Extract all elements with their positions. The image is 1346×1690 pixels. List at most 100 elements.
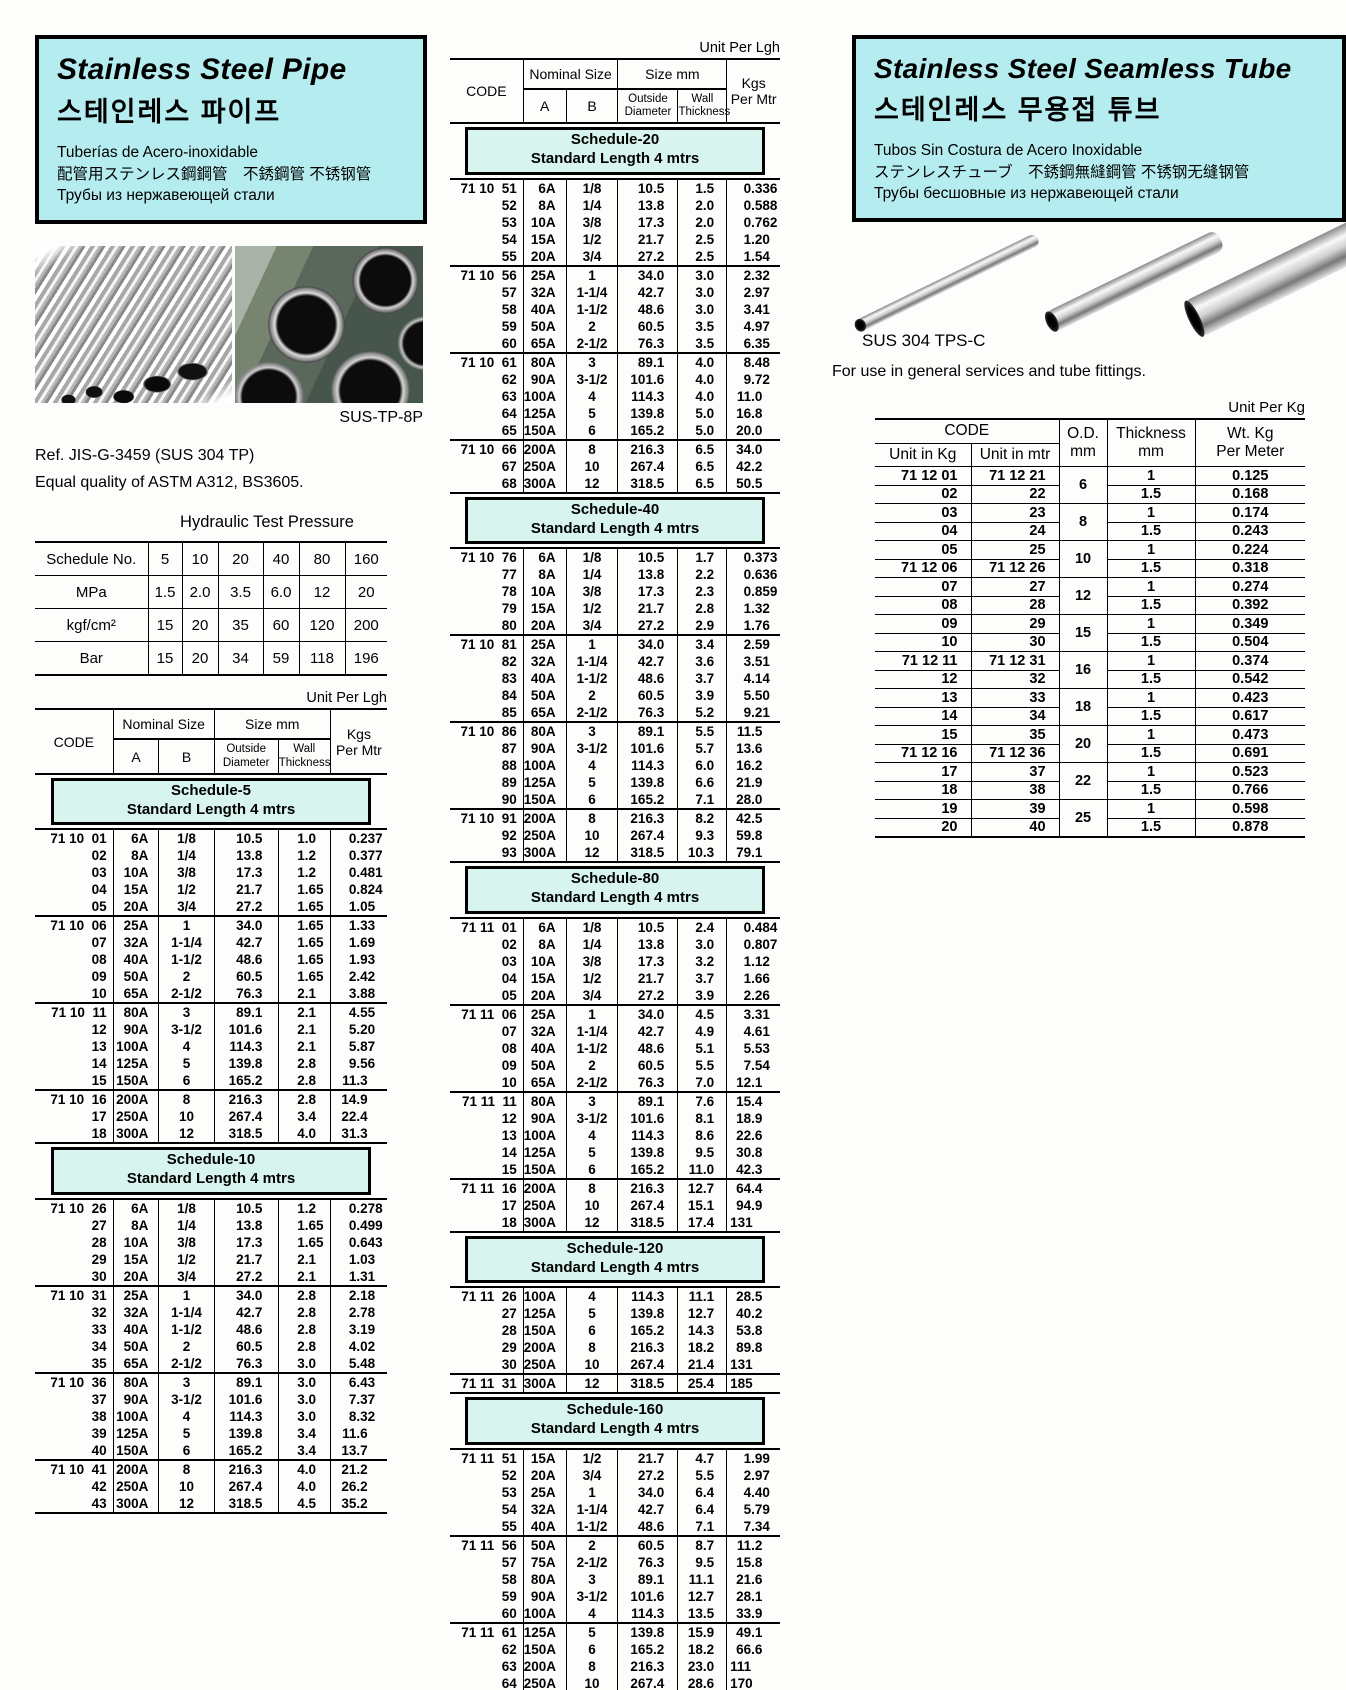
pipe-wall-thickness: 3.5 xyxy=(677,334,727,353)
pipe-code: 83 xyxy=(501,671,517,687)
pipe-outside-diameter: 27.2 xyxy=(213,898,279,917)
pipe-nominal-a: 150A xyxy=(522,791,567,810)
unit-label-left: Unit Per Lgh xyxy=(306,690,387,707)
tube-weight-value: 0.423 xyxy=(1194,688,1306,708)
tube-weight-value: 0.374 xyxy=(1194,651,1306,671)
pipe-nominal-a: 100A xyxy=(522,757,567,775)
pipe-code: 30 xyxy=(91,1268,107,1284)
pipe-kgs-per-mtr: 15.4 xyxy=(726,1090,780,1110)
pipe-kgs-per-mtr: 5.20 xyxy=(329,1021,387,1039)
pipe-code: 71 10 51 xyxy=(450,177,524,197)
pipe-header-size: Size mm xyxy=(213,709,331,741)
pipe-row: 59 90A 3-1/2 101.6 12.7 28.1 xyxy=(450,1587,780,1605)
pipe-code: 71 10 91 xyxy=(450,808,524,828)
pipe-outside-diameter: 34.0 xyxy=(213,915,279,935)
pipe-kgs-per-mtr: 20.0 xyxy=(726,421,780,440)
pipe-nominal-a: 250A xyxy=(522,827,567,845)
pressure-value: 118 xyxy=(298,641,345,676)
pipe-code: 08 xyxy=(501,1040,517,1056)
pipe-nominal-b: 1/8 xyxy=(158,828,215,848)
pipe-code: 53 xyxy=(501,214,517,230)
pipe-nominal-b: 1/2 xyxy=(158,881,215,899)
tube-code-kg: 71 12 11 xyxy=(875,651,971,671)
pipe-wall-thickness: 6.4 xyxy=(677,1483,727,1501)
pipe-code: 02 xyxy=(91,848,107,864)
pipe-nominal-b: 2 xyxy=(565,687,618,705)
pipe-nominal-a: 6A xyxy=(112,828,159,848)
pipe-nominal-b: 8 xyxy=(565,808,618,828)
pipe-kgs-per-mtr: 1.12 xyxy=(726,952,780,970)
pipe-wall-thickness: 21.4 xyxy=(677,1356,727,1375)
pipe-kgs-per-mtr: 30.8 xyxy=(726,1143,780,1161)
pipe-wall-thickness: 3.9 xyxy=(677,986,727,1005)
pipe-wall-thickness: 18.2 xyxy=(677,1339,727,1357)
pipe-outside-diameter: 48.6 xyxy=(213,1320,279,1338)
pipe-nominal-a: 150A xyxy=(112,1072,159,1091)
pipe-nominal-a: 32A xyxy=(522,653,567,671)
pipe-outside-diameter: 267.4 xyxy=(213,1108,279,1126)
pipe-wall-thickness: 3.4 xyxy=(277,1441,331,1460)
pipe-wall-thickness: 2.8 xyxy=(277,1320,331,1338)
pipe-outside-diameter: 89.1 xyxy=(213,1002,279,1022)
pipe-kgs-per-mtr: 1.05 xyxy=(329,898,387,917)
pipe-wall-thickness: 5.0 xyxy=(677,421,727,440)
pipe-code: 34 xyxy=(91,1338,107,1354)
pipe-wall-thickness: 28.6 xyxy=(677,1674,727,1690)
pipe-nominal-b: 1/4 xyxy=(565,566,618,584)
pipe-outside-diameter: 267.4 xyxy=(617,827,678,845)
pipe-row: 90 150A 6 165.2 7.1 28.0 xyxy=(450,791,780,810)
pipe-wall-thickness: 1.5 xyxy=(677,177,727,197)
pipe-wall-thickness: 15.1 xyxy=(677,1196,727,1214)
pipe-kgs-per-mtr: 4.02 xyxy=(329,1337,387,1355)
pipe-row: 63 200A 8 216.3 23.0 111 xyxy=(450,1657,780,1675)
pipe-header-od: Outside Diameter xyxy=(213,739,279,775)
pipe-kgs-per-mtr: 59.8 xyxy=(726,827,780,845)
pressure-value: 196 xyxy=(344,641,387,676)
tube-row: 71 12 01 71 12 21 6 1 0.125 xyxy=(875,466,1306,505)
pipe-code: 71 10 16 xyxy=(35,1089,114,1109)
tube-thickness-value: 1.5 xyxy=(1106,707,1196,727)
pipe-code: 71 10 31 xyxy=(35,1284,114,1304)
pipe-row: 93 300A 12 318.5 10.3 79.1 xyxy=(450,844,780,863)
pipe-code: 71 10 61 xyxy=(450,351,524,371)
pipe-code: 14 xyxy=(91,1056,107,1072)
pipe-nominal-a: 125A xyxy=(522,774,567,792)
pipe-row: 15 150A 6 165.2 11.0 42.3 xyxy=(450,1160,780,1179)
pipe-outside-diameter: 101.6 xyxy=(617,370,678,388)
pressure-row: Bar 15 20 34 59 118 196 xyxy=(35,641,387,676)
pipe-row: 71 11 01 6A 1/8 10.5 2.4 0.484 xyxy=(450,916,780,936)
tube-photo xyxy=(830,214,1346,338)
pipe-nominal-a: 40A xyxy=(112,951,159,969)
pipe-code: 40 xyxy=(91,1442,107,1458)
pipe-title-box: Stainless Steel Pipe 스테인레스 파이프 Tuberías … xyxy=(35,35,427,225)
pipe-wall-thickness: 15.9 xyxy=(677,1621,727,1641)
pipe-nominal-a: 20A xyxy=(522,1466,567,1484)
pipe-nominal-b: 8 xyxy=(565,1657,618,1675)
pipe-nominal-a: 250A xyxy=(522,1674,567,1690)
pipe-subtitle-ja: 配管用ステンレス鋼鋼管 不銹鋼管 不锈钢管 xyxy=(57,165,372,183)
schedule-name: Schedule-160 xyxy=(566,1401,664,1419)
pressure-value: 120 xyxy=(298,608,345,643)
pipe-code: 84 xyxy=(501,688,517,704)
pipe-outside-diameter: 267.4 xyxy=(213,1477,279,1495)
pipe-nominal-a: 20A xyxy=(522,247,567,266)
pipe-kgs-per-mtr: 11.0 xyxy=(726,387,780,405)
pipe-kgs-per-mtr: 1.32 xyxy=(726,600,780,618)
pipe-nominal-b: 6 xyxy=(565,791,618,810)
pipe-nominal-a: 75A xyxy=(522,1553,567,1571)
pipe-code: 29 xyxy=(91,1251,107,1267)
pipe-code: 90 xyxy=(501,792,517,808)
schedule-length: Standard Length 4 mtrs xyxy=(126,1170,296,1188)
pipe-row: 89 125A 5 139.8 6.6 21.9 xyxy=(450,774,780,792)
pipe-nominal-a: 50A xyxy=(522,687,567,705)
pipe-code: 65 xyxy=(501,422,517,438)
pipe-code: 71 10 06 xyxy=(35,915,114,935)
pipe-code: 82 xyxy=(501,654,517,670)
pipe-nominal-a: 65A xyxy=(522,334,567,353)
pressure-value: 80 xyxy=(298,542,345,577)
tube-thickness-value: 1.5 xyxy=(1106,485,1196,505)
pipe-outside-diameter: 101.6 xyxy=(617,1587,678,1605)
pipe-code: 71 10 66 xyxy=(450,438,524,458)
pipe-code: 80 xyxy=(501,618,517,634)
pipe-nominal-a: 125A xyxy=(522,1143,567,1161)
